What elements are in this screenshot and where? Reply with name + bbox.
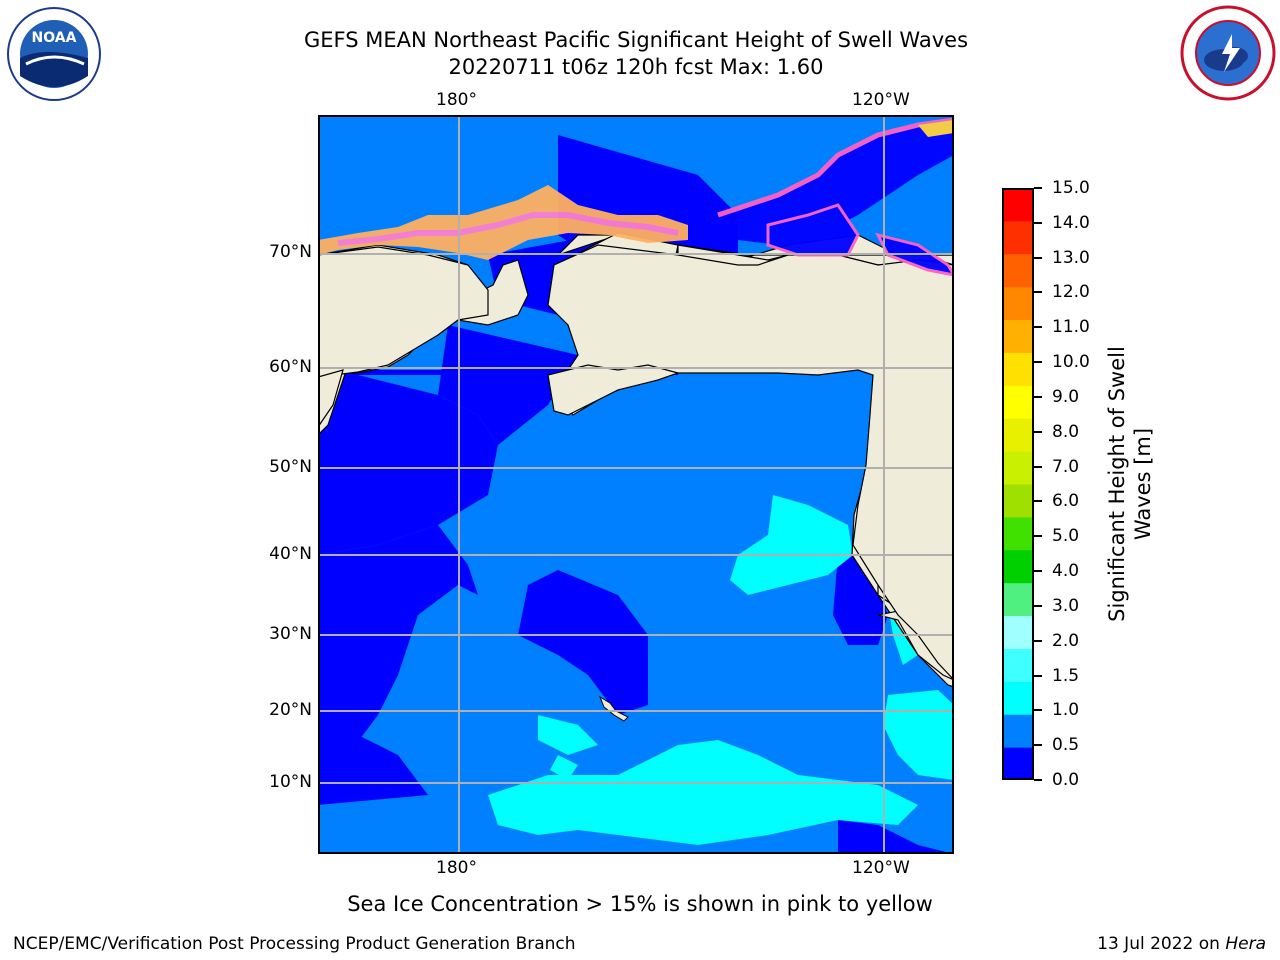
colorbar-tick-label: 9.0 [1052,387,1079,407]
colorbar-segment [1002,287,1034,320]
colorbar-svg [1002,188,1034,780]
colorbar-tick-mark [1034,535,1042,537]
colorbar-tick-label: 0.5 [1052,735,1079,755]
colorbar-tick-mark [1034,361,1042,363]
colorbar-tick-mark [1034,605,1042,607]
colorbar-tick-label: 4.0 [1052,561,1079,581]
lat-tick-50n: 50°N [252,457,312,477]
colorbar-label-wrap: Significant Height of Swell Waves [m] [1100,188,1160,780]
colorbar-segment [1002,484,1034,517]
lat-tick-60n: 60°N [252,357,312,377]
colorbar-tick-label: 6.0 [1052,491,1079,511]
colorbar-segment [1002,221,1034,254]
colorbar-tick-mark [1034,779,1042,781]
colorbar-tick-mark [1034,675,1042,677]
sea-ice-caption: Sea Ice Concentration > 15% is shown in … [0,892,1280,916]
colorbar-segment [1002,385,1034,418]
footer-left: NCEP/EMC/Verification Post Processing Pr… [13,934,576,954]
colorbar-tick-label: 0.0 [1052,770,1079,790]
colorbar-segment [1002,320,1034,353]
colorbar-tick-mark [1034,257,1042,259]
lat-tick-10n: 10°N [252,772,312,792]
colorbar-tick-label: 1.0 [1052,700,1079,720]
colorbar-tick-mark [1034,640,1042,642]
nws-logo [1178,4,1278,102]
colorbar-tick-mark [1034,709,1042,711]
colorbar-tick-label: 11.0 [1052,317,1090,337]
lon-tick-bottom-180: 180° [436,858,477,878]
colorbar-segment [1002,352,1034,385]
colorbar-tick-label: 15.0 [1052,178,1090,198]
footer-right: 13 Jul 2022 on Hera [1097,934,1266,954]
colorbar-tick-label: 12.0 [1052,282,1090,302]
colorbar-segment [1002,681,1034,714]
colorbar [1002,188,1034,780]
colorbar-segment [1002,418,1034,451]
lon-tick-top-120w: 120°W [852,90,910,110]
footer-machine: Hera [1225,934,1266,954]
chart-title: GEFS MEAN Northeast Pacific Significant … [0,27,1272,53]
colorbar-tick-label: 10.0 [1052,352,1090,372]
lat-tick-30n: 30°N [252,624,312,644]
colorbar-label: Significant Height of Swell Waves [m] [1104,324,1156,644]
colorbar-tick-label: 5.0 [1052,526,1079,546]
colorbar-tick-label: 8.0 [1052,422,1079,442]
colorbar-segment [1002,616,1034,649]
lon-tick-top-180: 180° [436,90,477,110]
colorbar-tick-mark [1034,744,1042,746]
colorbar-tick-mark [1034,326,1042,328]
footer-date: 13 Jul 2022 on [1097,934,1225,954]
colorbar-segment [1002,517,1034,550]
colorbar-tick-mark [1034,187,1042,189]
colorbar-segment [1002,747,1034,780]
colorbar-tick-label: 7.0 [1052,457,1079,477]
chart-subtitle: 20220711 t06z 120h fcst Max: 1.60 [0,54,1272,80]
colorbar-tick-mark [1034,570,1042,572]
lat-tick-20n: 20°N [252,700,312,720]
colorbar-segment [1002,550,1034,583]
colorbar-segment [1002,583,1034,616]
map-panel [318,115,954,854]
colorbar-tick-mark [1034,396,1042,398]
lat-tick-70n: 70°N [252,242,312,262]
colorbar-tick-label: 3.0 [1052,596,1079,616]
colorbar-segment [1002,714,1034,747]
colorbar-tick-mark [1034,466,1042,468]
colorbar-segment [1002,254,1034,287]
colorbar-tick-mark [1034,431,1042,433]
colorbar-segment [1002,451,1034,484]
colorbar-tick-label: 14.0 [1052,213,1090,233]
lon-tick-bottom-120w: 120°W [852,858,910,878]
colorbar-tick-mark [1034,222,1042,224]
lat-tick-40n: 40°N [252,544,312,564]
colorbar-segment [1002,648,1034,681]
colorbar-tick-label: 13.0 [1052,248,1090,268]
map-svg [318,115,954,854]
colorbar-tick-mark [1034,291,1042,293]
colorbar-tick-label: 2.0 [1052,631,1079,651]
colorbar-segment [1002,188,1034,221]
colorbar-tick-mark [1034,500,1042,502]
colorbar-tick-label: 1.5 [1052,666,1079,686]
